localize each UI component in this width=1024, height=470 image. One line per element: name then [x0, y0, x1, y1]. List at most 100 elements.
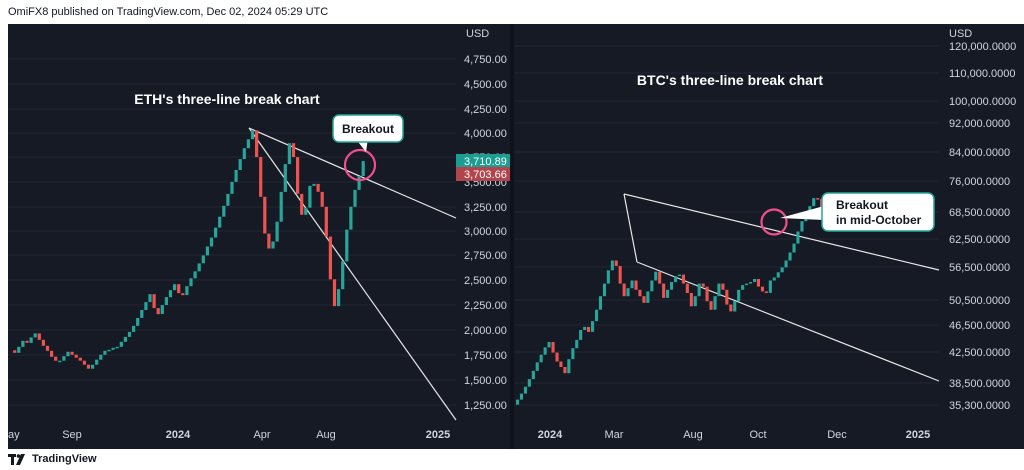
eth-brick [345, 229, 349, 262]
btc-brick [551, 342, 555, 353]
btc-brick [650, 280, 654, 292]
eth-brick [353, 189, 357, 207]
eth-currency-label: USD [466, 28, 489, 40]
btc-brick [800, 221, 804, 232]
footer: TradingView [0, 449, 1024, 470]
btc-y-tick: 100,000.0000 [949, 96, 1016, 108]
eth-price-axis[interactable] [456, 24, 510, 449]
btc-y-tick: 38,500.0000 [949, 378, 1010, 390]
btc-brick [784, 260, 788, 268]
eth-brick [267, 233, 271, 249]
eth-brick [193, 271, 197, 279]
btc-brick [579, 330, 583, 340]
btc-brick [587, 326, 591, 332]
eth-brick [189, 278, 193, 287]
btc-breakout-label-line1: Breakout [836, 198, 888, 212]
btc-brick [681, 274, 685, 284]
eth-brick [185, 286, 189, 296]
btc-brick [634, 280, 638, 290]
btc-brick [733, 301, 737, 312]
eth-brick [37, 333, 41, 340]
btc-brick [776, 272, 780, 278]
eth-brick [201, 255, 205, 264]
eth-x-tick: ay [8, 429, 20, 441]
btc-brick [772, 277, 776, 281]
btc-brick [547, 342, 551, 348]
btc-brick [745, 283, 749, 286]
eth-brick [17, 346, 21, 353]
eth-brick [181, 293, 185, 296]
btc-brick [571, 348, 575, 360]
eth-brick [173, 284, 177, 291]
eth-brick [250, 130, 255, 140]
btc-y-tick: 68,500.0000 [949, 207, 1010, 219]
eth-brick [238, 159, 242, 170]
btc-brick [638, 289, 642, 297]
eth-brick [324, 206, 328, 237]
btc-brick [555, 352, 559, 362]
eth-brick [164, 297, 168, 305]
btc-chart-pane[interactable] [514, 24, 939, 449]
eth-brick [148, 294, 152, 303]
btc-brick [575, 339, 579, 349]
eth-price-label: 3,710.89 [464, 156, 507, 168]
eth-brick [132, 325, 136, 332]
eth-brick [349, 206, 353, 230]
eth-brick [312, 183, 316, 186]
btc-y-tick: 56,500.0000 [949, 262, 1010, 274]
eth-brick [119, 341, 123, 347]
eth-brick [271, 241, 275, 249]
eth-y-tick: 4,250.00 [464, 104, 507, 116]
btc-callout-pointer [780, 206, 824, 220]
eth-brick [152, 294, 156, 309]
eth-brick [78, 357, 82, 361]
btc-brick [725, 289, 729, 305]
btc-brick [535, 362, 539, 371]
btc-brick [583, 326, 587, 330]
btc-brick [721, 283, 725, 290]
btc-price-axis[interactable] [939, 24, 1024, 449]
btc-callout-box [821, 192, 935, 232]
eth-y-tick: 4,000.00 [464, 128, 507, 140]
btc-brick [602, 283, 606, 297]
eth-brick [209, 237, 214, 247]
eth-brick [328, 236, 332, 280]
eth-chart-pane[interactable] [8, 24, 456, 449]
eth-brick [99, 354, 103, 360]
eth-brick [123, 336, 127, 342]
btc-y-tick: 92,000.0000 [949, 118, 1010, 130]
btc-y-tick: 120,000.0000 [949, 41, 1016, 53]
btc-x-tick: Aug [683, 429, 703, 441]
eth-y-tick: 2,500.00 [464, 275, 507, 287]
btc-brick [614, 260, 618, 266]
eth-y-tick: 3,000.00 [464, 226, 507, 238]
eth-brick [41, 339, 45, 346]
btc-brick [531, 370, 535, 380]
btc-brick [788, 252, 792, 261]
btc-brick [760, 286, 764, 292]
btc-brick [666, 289, 670, 298]
eth-brick [357, 176, 361, 190]
btc-brick [753, 279, 757, 282]
eth-brick [255, 130, 259, 158]
eth-brick [21, 340, 25, 347]
pane-divider [510, 24, 514, 449]
btc-brick [559, 361, 563, 367]
btc-brick [717, 283, 721, 297]
btc-currency-label: USD [949, 28, 972, 40]
eth-brick [95, 359, 99, 365]
btc-brick [622, 283, 626, 297]
eth-x-tick: 2025 [426, 429, 450, 441]
btc-brick [764, 291, 768, 293]
eth-brick [300, 193, 304, 215]
btc-brick [796, 231, 800, 244]
btc-brick [693, 296, 697, 307]
eth-brick [291, 143, 296, 158]
btc-brick [646, 291, 650, 303]
eth-breakout-label: Breakout [342, 122, 394, 136]
btc-brick [756, 279, 760, 287]
btc-brick [705, 286, 709, 302]
eth-brick [275, 221, 279, 242]
btc-y-tick: 50,500.0000 [949, 295, 1010, 307]
